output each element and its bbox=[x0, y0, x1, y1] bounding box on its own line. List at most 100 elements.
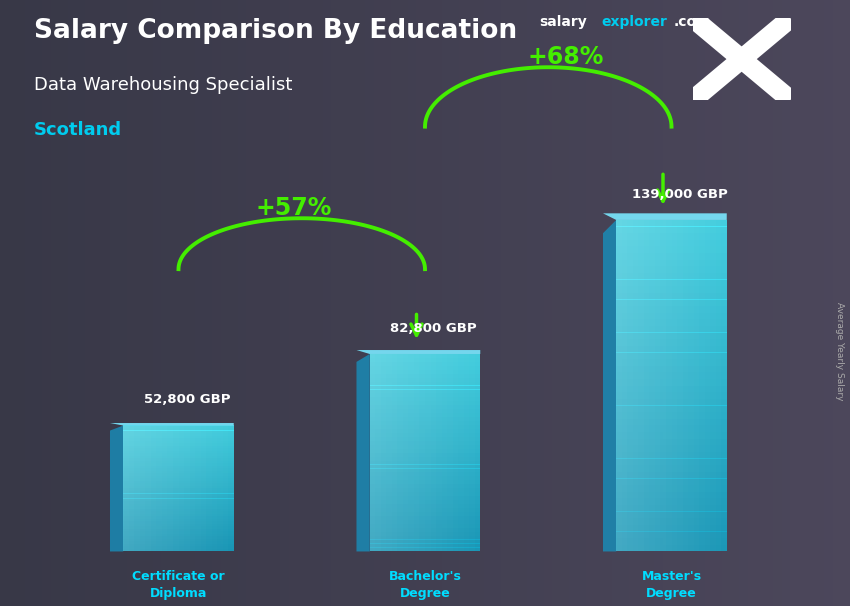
Bar bbox=[123, 453, 234, 456]
Bar bbox=[123, 491, 234, 493]
Bar bbox=[397, 354, 403, 551]
Bar bbox=[123, 443, 234, 445]
Bar bbox=[123, 539, 234, 541]
Bar bbox=[616, 266, 727, 273]
Bar bbox=[370, 441, 480, 445]
Bar bbox=[370, 429, 480, 433]
Bar bbox=[616, 425, 727, 432]
Bar bbox=[370, 480, 480, 484]
Bar bbox=[370, 539, 480, 544]
Bar bbox=[123, 466, 234, 468]
Bar bbox=[616, 259, 727, 267]
Bar bbox=[616, 352, 727, 359]
Bar bbox=[162, 425, 167, 551]
Bar bbox=[370, 544, 480, 547]
Bar bbox=[425, 354, 430, 551]
Bar bbox=[223, 425, 228, 551]
Bar bbox=[123, 496, 234, 499]
Bar bbox=[458, 354, 464, 551]
Text: 52,800 GBP: 52,800 GBP bbox=[144, 393, 230, 406]
Bar bbox=[370, 484, 480, 488]
Bar bbox=[381, 354, 386, 551]
Bar bbox=[452, 354, 458, 551]
Bar bbox=[408, 354, 414, 551]
Bar bbox=[616, 246, 727, 253]
Text: salary: salary bbox=[540, 15, 587, 29]
Bar bbox=[370, 472, 480, 476]
Bar bbox=[386, 354, 392, 551]
Bar bbox=[616, 346, 727, 353]
Bar bbox=[616, 326, 727, 333]
Bar bbox=[370, 354, 375, 551]
Bar bbox=[370, 508, 480, 512]
Bar bbox=[616, 432, 727, 439]
Bar bbox=[173, 425, 178, 551]
Bar bbox=[123, 521, 234, 524]
Bar bbox=[616, 459, 727, 465]
Bar bbox=[123, 541, 234, 544]
Bar bbox=[123, 511, 234, 514]
Bar bbox=[370, 528, 480, 531]
Bar bbox=[616, 299, 727, 306]
Bar bbox=[370, 488, 480, 492]
Bar bbox=[370, 456, 480, 461]
Bar bbox=[616, 333, 727, 339]
Bar bbox=[616, 412, 727, 419]
Bar bbox=[123, 493, 234, 496]
Bar bbox=[123, 524, 234, 526]
Bar bbox=[370, 500, 480, 504]
Bar bbox=[616, 293, 727, 299]
Bar bbox=[616, 439, 727, 445]
Bar bbox=[370, 382, 480, 385]
Bar bbox=[370, 453, 480, 457]
Bar bbox=[616, 339, 727, 346]
Bar bbox=[370, 524, 480, 528]
Bar bbox=[218, 425, 223, 551]
Bar bbox=[123, 438, 234, 441]
Bar bbox=[616, 319, 727, 326]
Bar bbox=[370, 413, 480, 417]
Bar bbox=[123, 534, 234, 536]
Bar bbox=[616, 365, 727, 373]
Bar bbox=[370, 398, 480, 401]
Bar bbox=[123, 473, 234, 476]
Bar bbox=[616, 286, 727, 293]
Bar bbox=[123, 549, 234, 551]
Bar bbox=[672, 220, 677, 551]
Bar bbox=[392, 354, 397, 551]
Bar bbox=[721, 220, 727, 551]
Bar bbox=[123, 526, 234, 529]
Bar bbox=[420, 354, 425, 551]
Bar bbox=[370, 405, 480, 409]
Bar bbox=[616, 220, 727, 227]
Bar bbox=[688, 220, 694, 551]
Bar bbox=[616, 545, 727, 551]
Bar bbox=[616, 478, 727, 485]
Bar bbox=[716, 220, 721, 551]
Bar bbox=[644, 220, 649, 551]
Bar bbox=[370, 370, 480, 374]
Text: 139,000 GBP: 139,000 GBP bbox=[632, 188, 728, 201]
Bar bbox=[212, 425, 218, 551]
Bar bbox=[123, 481, 234, 484]
Bar bbox=[123, 501, 234, 504]
Bar bbox=[616, 525, 727, 531]
Bar bbox=[616, 385, 727, 392]
Bar bbox=[123, 428, 234, 431]
Bar bbox=[145, 425, 151, 551]
Bar bbox=[370, 547, 480, 551]
Bar bbox=[616, 313, 727, 319]
Bar bbox=[370, 512, 480, 516]
Text: Average Yearly Salary: Average Yearly Salary bbox=[836, 302, 844, 401]
Text: 82,800 GBP: 82,800 GBP bbox=[390, 322, 477, 335]
Bar bbox=[370, 354, 480, 358]
Polygon shape bbox=[356, 350, 480, 354]
Bar bbox=[123, 516, 234, 519]
Bar bbox=[167, 425, 173, 551]
Bar bbox=[469, 354, 474, 551]
Bar bbox=[370, 425, 480, 429]
Bar bbox=[616, 279, 727, 286]
Polygon shape bbox=[110, 425, 123, 551]
Text: Data Warehousing Specialist: Data Warehousing Specialist bbox=[34, 76, 292, 94]
Bar bbox=[370, 437, 480, 441]
